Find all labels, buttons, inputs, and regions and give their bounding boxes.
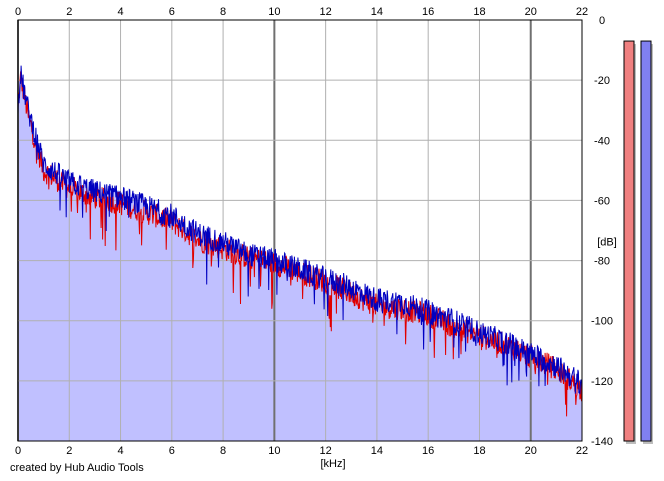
y-tick: -80 bbox=[594, 256, 610, 268]
y-axis-label: [dB] bbox=[597, 237, 617, 249]
credit-text: created by Hub Audio Tools bbox=[10, 462, 144, 474]
y-tick: -20 bbox=[594, 75, 610, 87]
x-tick-top: 10 bbox=[268, 6, 280, 18]
x-tick-top: 18 bbox=[473, 6, 485, 18]
level-meter-bar bbox=[623, 40, 635, 442]
x-tick-bottom: 4 bbox=[117, 445, 123, 457]
series-line-blue bbox=[17, 65, 583, 395]
y-tick: -60 bbox=[594, 195, 610, 207]
x-tick-top: 0 bbox=[15, 6, 21, 18]
y-tick: -140 bbox=[591, 436, 613, 448]
y-tick: -120 bbox=[591, 376, 613, 388]
x-tick-top: 14 bbox=[371, 6, 383, 18]
x-tick-top: 2 bbox=[66, 6, 72, 18]
x-tick-top: 22 bbox=[576, 6, 588, 18]
y-tick: 0 bbox=[599, 15, 605, 27]
x-tick-bottom: 8 bbox=[220, 445, 226, 457]
x-tick-bottom: 18 bbox=[473, 445, 485, 457]
x-tick-bottom: 6 bbox=[169, 445, 175, 457]
x-tick-bottom: 20 bbox=[525, 445, 537, 457]
x-tick-bottom: 0 bbox=[15, 445, 21, 457]
x-tick-bottom: 16 bbox=[422, 445, 434, 457]
x-tick-top: 8 bbox=[220, 6, 226, 18]
level-meter-bar bbox=[640, 40, 652, 442]
x-tick-bottom: 14 bbox=[371, 445, 383, 457]
x-tick-top: 4 bbox=[117, 6, 123, 18]
x-tick-top: 16 bbox=[422, 6, 434, 18]
x-tick-top: 20 bbox=[525, 6, 537, 18]
y-tick: -100 bbox=[591, 316, 613, 328]
y-tick: -40 bbox=[594, 135, 610, 147]
x-tick-bottom: 22 bbox=[576, 445, 588, 457]
x-axis-label: [kHz] bbox=[320, 458, 345, 470]
plot-border bbox=[17, 19, 583, 442]
x-tick-top: 6 bbox=[169, 6, 175, 18]
x-tick-top: 12 bbox=[320, 6, 332, 18]
x-tick-bottom: 10 bbox=[268, 445, 280, 457]
x-tick-bottom: 2 bbox=[66, 445, 72, 457]
spectrum-fill bbox=[18, 65, 582, 441]
x-tick-bottom: 12 bbox=[320, 445, 332, 457]
